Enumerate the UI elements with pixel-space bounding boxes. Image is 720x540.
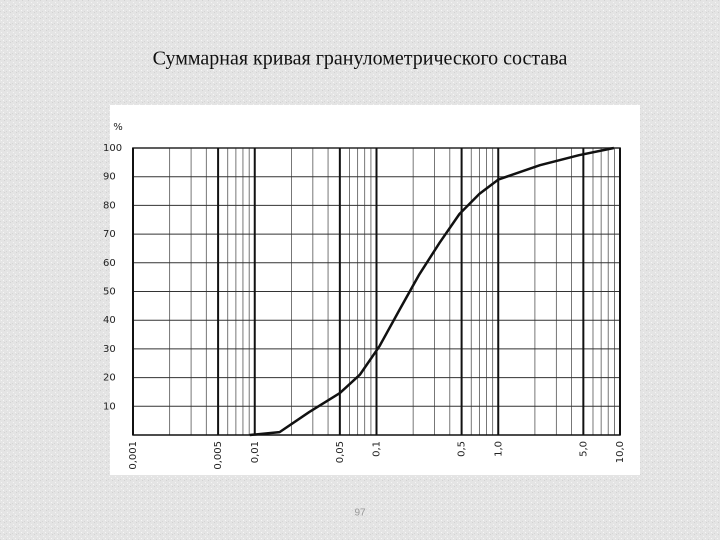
y-tick-label: 40 <box>103 315 116 326</box>
x-tick-label: 10,0 <box>615 441 626 463</box>
y-axis-label: % <box>113 122 123 133</box>
chart-title: Суммарная кривая гранулометрического сос… <box>153 48 568 70</box>
y-tick-label: 30 <box>103 344 116 355</box>
chart-panel <box>110 105 640 475</box>
x-tick-label: 5,0 <box>578 441 589 457</box>
y-tick-label: 20 <box>103 373 116 384</box>
x-tick-label: 1,0 <box>493 441 504 457</box>
x-tick-label: 0,05 <box>335 441 346 463</box>
x-tick-label: 0,005 <box>213 441 224 470</box>
y-tick-label: 60 <box>103 258 116 269</box>
x-tick-label: 0,5 <box>457 441 468 457</box>
curve <box>249 146 615 437</box>
x-tick-label: 0,1 <box>372 441 383 457</box>
page-number: 97 <box>354 508 366 519</box>
x-tick-label: 0,001 <box>128 441 139 470</box>
y-tick-label: 90 <box>103 172 116 183</box>
y-tick-label: 100 <box>103 143 122 154</box>
x-tick-label: 0,01 <box>250 441 261 463</box>
y-tick-label: 10 <box>103 401 116 412</box>
y-tick-label: 70 <box>103 229 116 240</box>
plot: 10 20 30 40 50 60 70 80 90 100 0,001 0,005 0,01 0,05 0… <box>103 143 626 470</box>
y-tick-label: 80 <box>103 200 116 211</box>
y-tick-label: 50 <box>103 287 116 298</box>
